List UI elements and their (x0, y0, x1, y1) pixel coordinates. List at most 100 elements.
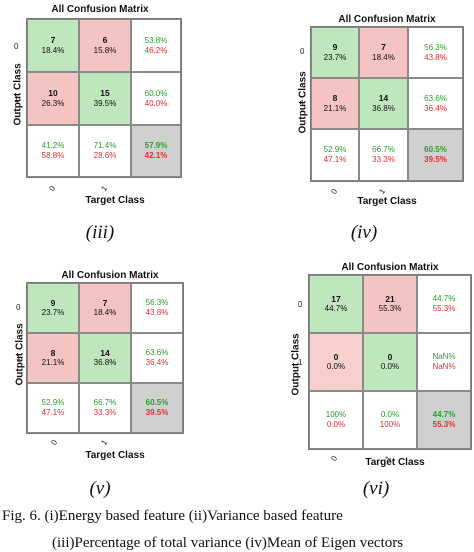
row-tick-0: 0 (298, 300, 303, 309)
panel-label: (v) (89, 478, 111, 499)
matrix-grid: 17 44.7% 21 55.3% 44.7% 55.3% 0 0.0% 0 0.0% N… (308, 274, 472, 450)
col-summary-1: 66.7% 33.3% (79, 383, 131, 433)
col-summary-0: 52.9% 47.1% (311, 129, 359, 181)
matrix-title: All Confusion Matrix (341, 262, 439, 273)
cell-count: 7 (50, 35, 56, 46)
summary-correct: 52.9% (41, 398, 65, 407)
cell-tn: 15 39.5% (79, 72, 131, 125)
overall-accuracy: 44.7% 55.3% (417, 391, 471, 449)
summary-wrong: 28.6% (93, 151, 117, 160)
summary-correct: 41.2% (41, 141, 65, 150)
summary-wrong: 39.5% (145, 408, 169, 417)
row-summary-1: 60.0% 40.0% (131, 72, 181, 125)
cell-count: 7 (381, 42, 386, 53)
cell-count: 14 (378, 93, 389, 104)
summary-wrong: 33.3% (372, 155, 395, 164)
cell-count: 7 (102, 297, 108, 308)
x-axis-label: Target Class (357, 196, 417, 207)
cell-count: 14 (100, 347, 110, 358)
matrix-grid: 7 18.4% 6 15.8% 53.8% 46.2% 10 26.3% 15 39.5%… (26, 18, 182, 178)
cell-count: 8 (50, 347, 56, 358)
cell-count: 10 (48, 88, 58, 99)
cell-percent: 18.4% (372, 52, 395, 62)
row-summary-0: 44.7% 55.3% (417, 275, 471, 333)
col-tick-1: 1 (377, 187, 388, 196)
col-tick-1: 1 (99, 438, 110, 447)
col-summary-1: 0.0% 100% (363, 391, 417, 449)
cell-percent: 15.8% (93, 45, 117, 55)
summary-correct: NaN% (432, 352, 456, 361)
cell-tp: 7 18.4% (27, 19, 79, 72)
cell-fn: 10 26.3% (27, 72, 79, 125)
summary-wrong: 46.2% (144, 45, 168, 55)
cell-count: 15 (100, 88, 110, 99)
cell-count: 9 (50, 297, 56, 308)
y-axis-label: Output Class (290, 333, 302, 396)
col-summary-0: 41.2% 58.8% (27, 125, 79, 177)
summary-correct: 0.0% (380, 410, 400, 419)
summary-correct: 56.3% (145, 298, 169, 307)
summary-correct: 60.0% (144, 88, 168, 98)
y-axis-label: Output Class (12, 63, 24, 126)
row-tick-1: 1 (14, 95, 19, 104)
cell-count: 8 (332, 93, 338, 104)
x-axis-label: Target Class (365, 457, 425, 468)
matrix-title: All Confusion Matrix (338, 14, 436, 25)
figure-caption-line-2: (iii)Percentage of total variance (iv)Me… (52, 535, 404, 551)
cell-tn: 14 36.8% (359, 78, 408, 129)
summary-wrong: 55.3% (432, 420, 456, 429)
col-summary-1: 71.4% 28.6% (79, 125, 131, 177)
cell-percent: 0.0% (380, 362, 400, 372)
col-tick-1: 1 (99, 184, 110, 193)
cell-percent: 18.4% (41, 45, 65, 55)
cell-percent: 23.7% (41, 308, 65, 318)
row-summary-1: NaN% NaN% (417, 333, 471, 391)
overall-accuracy: 60.5% 39.5% (408, 129, 463, 181)
summary-correct: 52.9% (323, 145, 347, 154)
summary-correct: 57.9% (144, 141, 168, 150)
summary-correct: 63.6% (145, 348, 169, 357)
row-summary-0: 56.3% 43.8% (408, 27, 463, 78)
figure-caption-line-1: Fig. 6. (i)Energy based feature (ii)Vari… (2, 508, 343, 524)
summary-wrong: 36.4% (145, 358, 169, 367)
row-tick-0: 0 (14, 42, 19, 51)
summary-wrong: 0.0% (326, 420, 346, 429)
panel-label: (iii) (85, 222, 115, 243)
matrix-grid: 9 23.7% 7 18.4% 56.3% 43.8% 8 21.1% 14 36.8% … (310, 26, 464, 182)
summary-wrong: 33.3% (93, 408, 117, 417)
summary-wrong: 42.1% (144, 151, 168, 160)
summary-correct: 66.7% (372, 145, 395, 154)
row-tick-1: 1 (300, 99, 305, 108)
cell-tn: 14 36.8% (79, 333, 131, 383)
summary-correct: 60.5% (424, 145, 447, 154)
overall-accuracy: 57.9% 42.1% (131, 125, 181, 177)
summary-correct: 66.7% (93, 398, 117, 407)
summary-wrong: 100% (379, 420, 401, 429)
x-axis-label: Target Class (85, 450, 145, 461)
summary-wrong: 47.1% (323, 155, 347, 164)
cell-count: 9 (332, 42, 338, 53)
panel-label: (iv) (350, 222, 378, 243)
cell-tp: 9 23.7% (311, 27, 359, 78)
summary-wrong: 58.8% (41, 151, 65, 160)
summary-wrong: 39.5% (424, 155, 447, 164)
row-tick-1: 1 (298, 358, 303, 367)
cell-percent: 18.4% (93, 308, 117, 318)
summary-correct: 60.5% (145, 398, 169, 407)
cell-fp: 7 18.4% (359, 27, 408, 78)
cell-fn: 8 21.1% (311, 78, 359, 129)
overall-accuracy: 60.5% 39.5% (131, 383, 183, 433)
y-axis-label: Output Class (14, 323, 26, 386)
cell-percent: 26.3% (41, 98, 65, 108)
row-tick-1: 1 (16, 353, 21, 362)
summary-wrong: NaN% (432, 362, 456, 371)
cell-percent: 0.0% (326, 362, 346, 372)
summary-wrong: 55.3% (432, 304, 456, 313)
summary-correct: 53.8% (144, 35, 168, 45)
row-tick-0: 0 (300, 47, 305, 56)
cell-tp: 17 44.7% (309, 275, 363, 333)
summary-correct: 100% (325, 410, 347, 419)
cell-count: 6 (102, 35, 108, 46)
